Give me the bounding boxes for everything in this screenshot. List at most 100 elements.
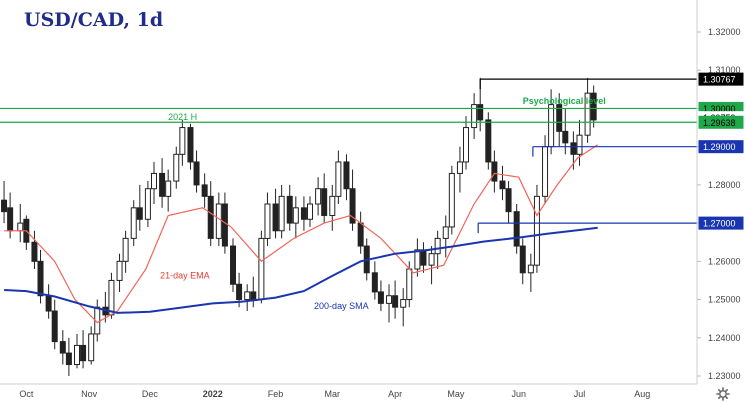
candle-body: [357, 222, 364, 247]
chart-title: USD/CAD, 1d: [24, 9, 163, 31]
candle-body: [371, 272, 378, 293]
time-tick-label: Oct: [19, 389, 34, 399]
candle-body: [400, 299, 407, 308]
time-tick-label: 2022: [203, 389, 223, 399]
candle-body: [136, 207, 143, 220]
horizontal-levels: [0, 78, 697, 234]
annotation-label: 21-day EMA: [160, 271, 210, 281]
candle-body: [307, 203, 314, 220]
candle-body: [244, 291, 251, 301]
candle-body: [80, 344, 87, 362]
candle-body: [130, 207, 137, 239]
candle-body: [278, 195, 285, 232]
price-tick-label: 1.24000: [708, 333, 741, 343]
candle-body: [37, 260, 44, 297]
candle-body: [300, 207, 307, 220]
candle-body: [562, 130, 569, 144]
ema-21-line: [4, 144, 599, 324]
candle-body: [570, 142, 577, 155]
price-tick-label: 1.31000: [708, 65, 741, 75]
price-tag-box: [698, 216, 744, 230]
candle-body: [485, 119, 492, 163]
indicator-lines: [4, 144, 599, 324]
price-tick-label: 1.28000: [708, 180, 741, 190]
candle-body: [150, 172, 157, 190]
annotation-label: 2021 H: [168, 112, 197, 122]
candle-body: [207, 195, 214, 239]
candle-body: [236, 283, 243, 301]
time-tick-label: Jul: [574, 389, 586, 399]
candle-body: [173, 153, 180, 182]
candle-body: [201, 184, 208, 197]
price-tag-box: [698, 115, 744, 129]
candle-body: [116, 260, 123, 281]
candle-body: [456, 161, 463, 174]
candle-body: [590, 92, 597, 121]
candle-body: [542, 146, 549, 197]
price-tick-label: 1.32000: [708, 27, 741, 37]
candle-body: [73, 344, 80, 366]
candle-body: [499, 180, 506, 190]
candle-body: [505, 188, 512, 213]
price-tick-label: 1.25000: [708, 295, 741, 305]
candle-body: [122, 237, 129, 262]
candle-body: [463, 127, 470, 163]
candle-body: [442, 226, 449, 239]
price-tag-label: 1.29638: [703, 118, 736, 128]
candle-body: [258, 237, 265, 301]
settings-gear-icon[interactable]: [716, 387, 730, 401]
time-tick-label: Feb: [268, 389, 284, 399]
price-tag-box: [698, 140, 744, 154]
candle-body: [7, 207, 14, 232]
candle-body: [187, 127, 194, 163]
candle-body: [556, 104, 563, 132]
candle-body: [108, 279, 115, 316]
price-tags: 1.307671.300001.297591.296381.290001.270…: [698, 72, 744, 230]
candle-body: [88, 333, 95, 362]
candle-body: [584, 92, 591, 136]
annotation-label: Psychological level: [523, 96, 606, 106]
time-tick-label: Jun: [511, 389, 526, 399]
time-tick-label: May: [447, 389, 465, 399]
candle-body: [193, 161, 200, 186]
candle-body: [392, 295, 399, 308]
candle-body: [1, 199, 8, 213]
price-tag-label: 1.29000: [703, 142, 736, 152]
candle-body: [414, 249, 421, 270]
candle-body: [477, 104, 484, 121]
candle-body: [250, 291, 257, 301]
annotation-label: 200-day SMA: [314, 301, 369, 311]
price-tag-label: 1.27000: [703, 219, 736, 229]
time-tick-label: Nov: [81, 389, 98, 399]
candle-body: [533, 195, 540, 266]
annotations: Psychological level 2021 H 21-day EMA 200-d…: [160, 96, 606, 311]
sma-200-line: [4, 226, 598, 314]
candle-body: [343, 161, 350, 190]
candle-body: [45, 295, 52, 312]
candle-body: [59, 341, 66, 354]
price-tick-label: 1.26000: [708, 256, 741, 266]
candle-body: [272, 203, 279, 232]
candle-body: [31, 241, 38, 262]
time-tick-label: Apr: [388, 389, 402, 399]
candle-body: [448, 172, 455, 228]
candle-body: [286, 195, 293, 224]
candle-body: [221, 203, 228, 247]
candle-body: [513, 211, 520, 247]
candle-body: [420, 249, 427, 266]
candle-body: [144, 188, 151, 220]
candle-body: [548, 104, 555, 148]
candle-body: [292, 207, 299, 224]
candle-body: [329, 195, 336, 216]
candle-body: [65, 352, 72, 366]
price-tag-label: 1.30767: [703, 75, 736, 85]
time-tick-label: Mar: [325, 389, 341, 399]
candle-body: [17, 222, 24, 232]
candle-body: [527, 264, 534, 274]
time-tick-label: Dec: [142, 389, 159, 399]
candle-body: [428, 253, 435, 266]
candle-body: [434, 237, 441, 255]
candle-body: [321, 188, 328, 216]
candle-body: [576, 134, 583, 155]
